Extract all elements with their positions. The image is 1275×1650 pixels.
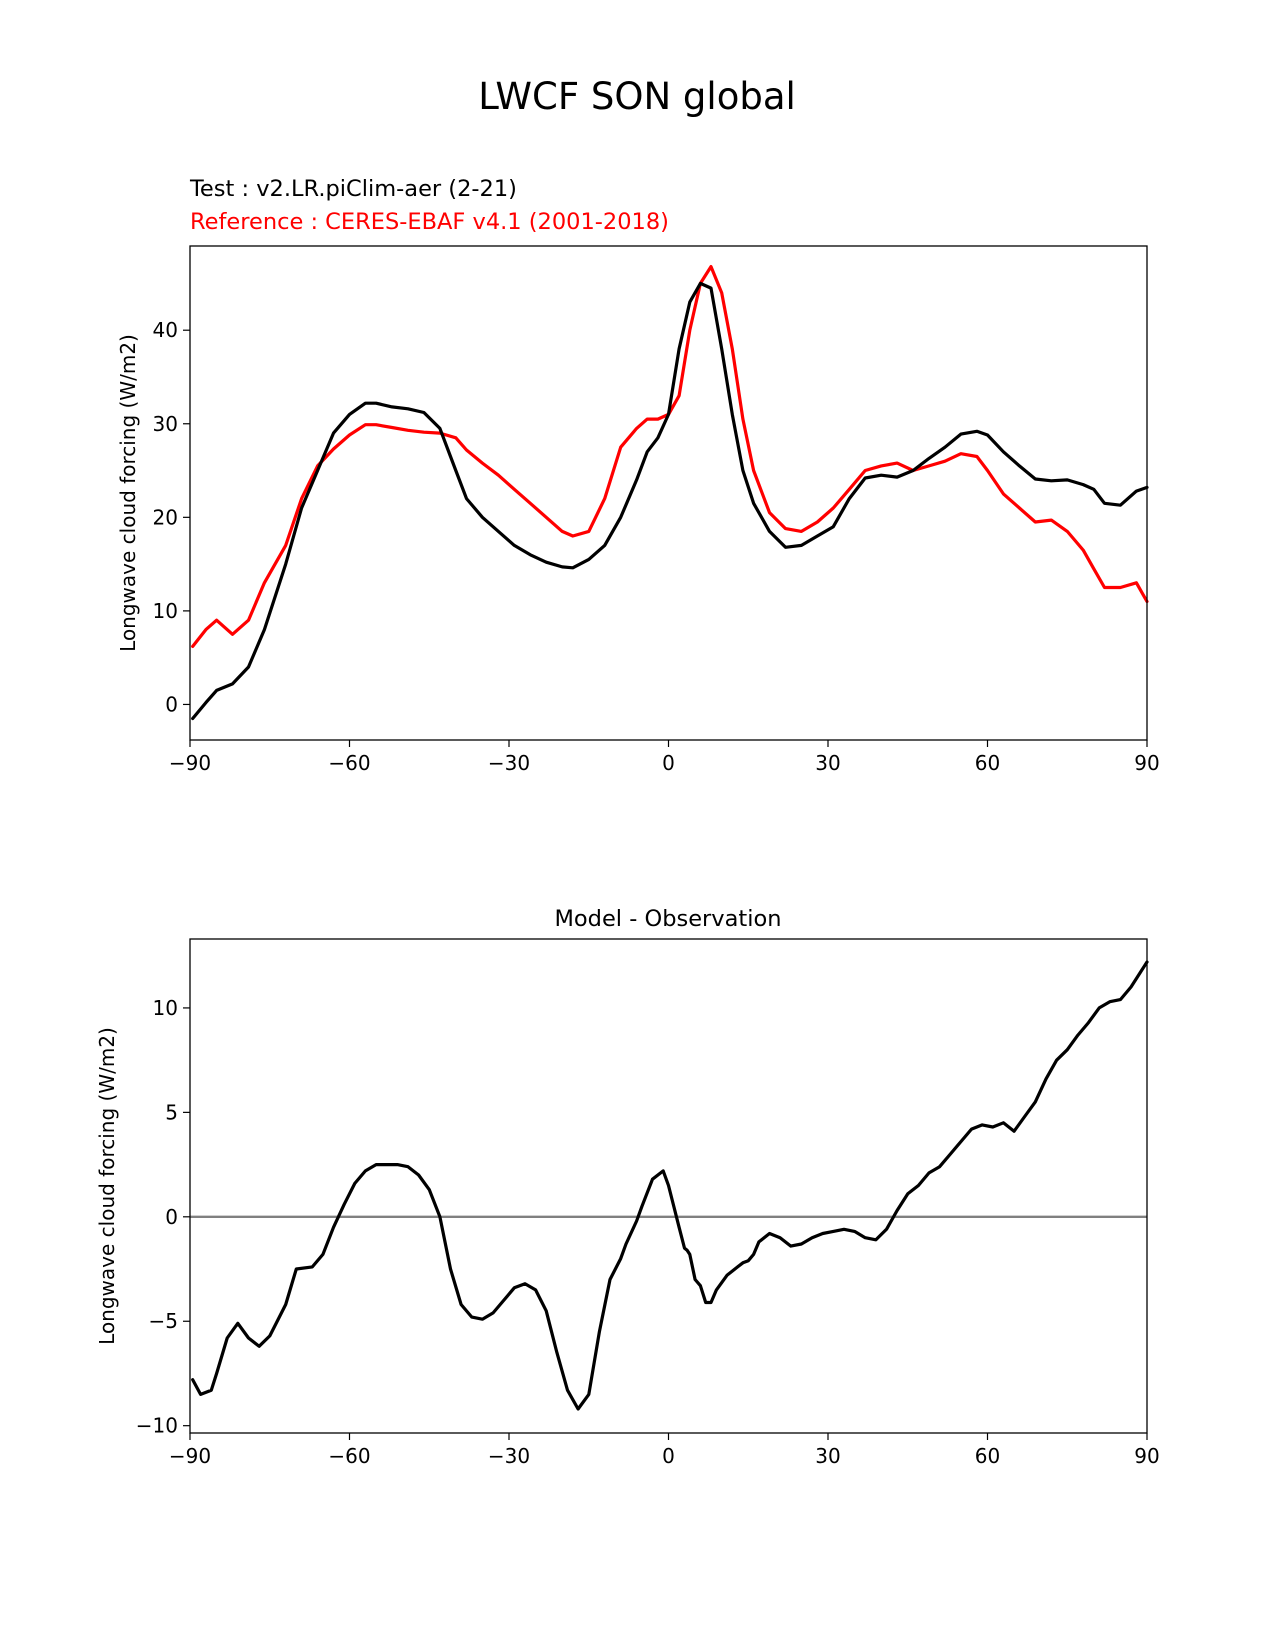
bottom-xtick-label: 30: [815, 1444, 840, 1468]
top-xtick-label: 90: [1134, 751, 1159, 775]
figure-title: LWCF SON global: [478, 75, 796, 118]
bottom-axes: −90 −60 −30 0 30 60 90 −10 −5 0 5 10: [136, 996, 1160, 1468]
top-xtick-label: 0: [662, 751, 675, 775]
bottom-ylabel: Longwave cloud forcing (W/m2): [95, 1027, 119, 1345]
bottom-ytick-label: −5: [149, 1309, 178, 1333]
top-xtick-label: 60: [975, 751, 1000, 775]
bottom-panel: Model - Observation −90 −60 −30 0 30 60 90−10−…: [95, 906, 1160, 1468]
top-ytick-label: 30: [153, 412, 178, 436]
bottom-xtick-label: 60: [975, 1444, 1000, 1468]
bottom-ytick-label: −10: [136, 1414, 178, 1438]
top-lines: [191, 265, 1149, 721]
top-ytick-label: 10: [153, 599, 178, 623]
bottom-xtick-label: 0: [662, 1444, 675, 1468]
top-xtick-label: 30: [815, 751, 840, 775]
bottom-xtick-label: −90: [169, 1444, 211, 1468]
top-ytick-label: 0: [165, 692, 178, 716]
bottom-xtick-label: −30: [488, 1444, 530, 1468]
test-label: Test : v2.LR.piClim-aer (2-21): [189, 176, 517, 202]
top-xtick-label: −90: [169, 751, 211, 775]
top-panel: Test : v2.LR.piClim-aer (2-21) Reference…: [116, 176, 1160, 775]
bottom-series-line-model-observation: [191, 960, 1149, 1411]
bottom-plot-frame: [189, 938, 1148, 1434]
top-series-line-reference-ceres-ebaf-v4-1-2001-2018: [191, 265, 1149, 649]
top-ylabel: Longwave cloud forcing (W/m2): [116, 334, 140, 652]
bottom-xtick-label: −60: [328, 1444, 370, 1468]
bottom-lines: [190, 960, 1149, 1411]
bottom-ytick-label: 10: [153, 996, 178, 1020]
reference-label: Reference : CERES-EBAF v4.1 (2001-2018): [190, 209, 669, 235]
top-plot-frame: [189, 245, 1148, 741]
top-ytick-label: 20: [153, 505, 178, 529]
bottom-xtick-label: 90: [1134, 1444, 1159, 1468]
bottom-title: Model - Observation: [555, 906, 782, 932]
top-series-line-test-v2-lr-piclim-aer-2-21: [191, 281, 1149, 721]
bottom-ytick-label: 0: [165, 1205, 178, 1229]
bottom-ytick-label: 5: [165, 1100, 178, 1124]
top-xtick-label: −60: [328, 751, 370, 775]
top-axes: −90 −60 −30 0 30 60 90 0 10 20 30 40: [153, 318, 1160, 775]
top-ytick-label: 40: [153, 318, 178, 342]
top-xtick-label: −30: [488, 751, 530, 775]
